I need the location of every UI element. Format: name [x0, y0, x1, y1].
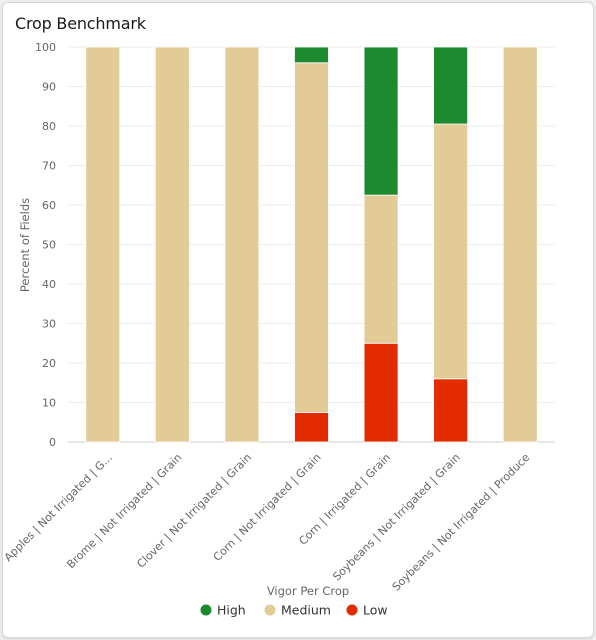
y-tick-label: 30	[42, 318, 56, 331]
legend-marker-high[interactable]	[200, 604, 212, 616]
y-tick-label: 100	[35, 41, 56, 54]
y-tick-label: 50	[42, 239, 56, 252]
y-tick-label: 10	[42, 397, 56, 410]
bar-segment-high[interactable]	[294, 46, 329, 64]
bar-segment-low[interactable]	[294, 411, 329, 443]
y-axis-ticks: 0 10 20 30 40 50 60 70 80 90 100	[35, 41, 56, 449]
y-tick-label: 0	[49, 436, 56, 449]
chart-title: Crop Benchmark	[15, 14, 146, 33]
legend-label-medium[interactable]: Medium	[281, 603, 331, 618]
y-tick-label: 40	[42, 278, 56, 291]
legend: High Medium Low	[200, 603, 388, 618]
x-tick-label: Clover | Not Irrigated | Grain	[134, 451, 254, 571]
y-tick-label: 90	[42, 81, 56, 94]
y-tick-label: 60	[42, 199, 56, 212]
legend-marker-medium[interactable]	[264, 604, 276, 616]
bar-segment-medium[interactable]	[433, 123, 469, 380]
x-axis-title: Vigor Per Crop	[267, 584, 349, 598]
bar-segment-medium[interactable]	[294, 62, 329, 413]
x-tick-label: Soybeans | Not Irrigated | Produce	[390, 451, 533, 594]
legend-label-high[interactable]: High	[217, 603, 246, 618]
y-axis-title: Percent of Fields	[18, 198, 32, 292]
bar-segment-medium[interactable]	[224, 46, 260, 443]
bar-segment-medium[interactable]	[502, 46, 538, 443]
x-tick-label: Soybeans | Not Irrigated | Grain	[330, 451, 462, 583]
y-tick-label: 20	[42, 357, 56, 370]
x-axis-ticks: Apples | Not Irrigated | G...Brome | Not…	[2, 451, 533, 594]
y-tick-label: 70	[42, 160, 56, 173]
x-tick-label: Apples | Not Irrigated | G...	[2, 451, 115, 564]
bar-segment-high[interactable]	[363, 46, 399, 196]
y-tick-label: 80	[42, 120, 56, 133]
legend-marker-low[interactable]	[346, 604, 358, 616]
bar-segment-low[interactable]	[363, 342, 399, 443]
bar-segment-medium[interactable]	[154, 46, 190, 443]
bar-segment-high[interactable]	[433, 46, 469, 125]
x-tick-label: Brome | Not Irrigated | Grain	[64, 451, 184, 571]
bar-segment-low[interactable]	[433, 378, 469, 443]
bar-segment-medium[interactable]	[85, 46, 121, 443]
bar-segment-medium[interactable]	[363, 194, 399, 344]
legend-label-low[interactable]: Low	[363, 603, 388, 618]
bars	[85, 46, 538, 443]
